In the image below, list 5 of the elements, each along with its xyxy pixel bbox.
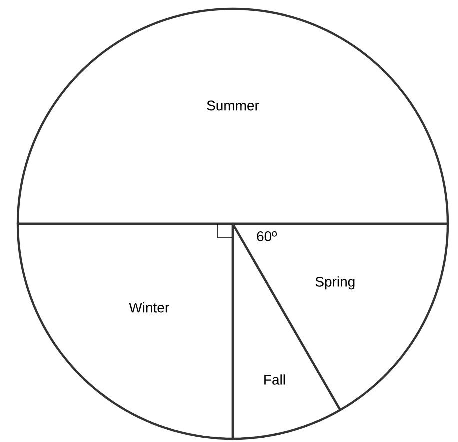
slice-label: Summer	[207, 100, 260, 111]
text: 60º	[257, 232, 278, 242]
slice-label: Spring	[316, 276, 355, 290]
slice-label: Winter	[129, 302, 170, 313]
slice-label: Fall	[264, 374, 286, 385]
